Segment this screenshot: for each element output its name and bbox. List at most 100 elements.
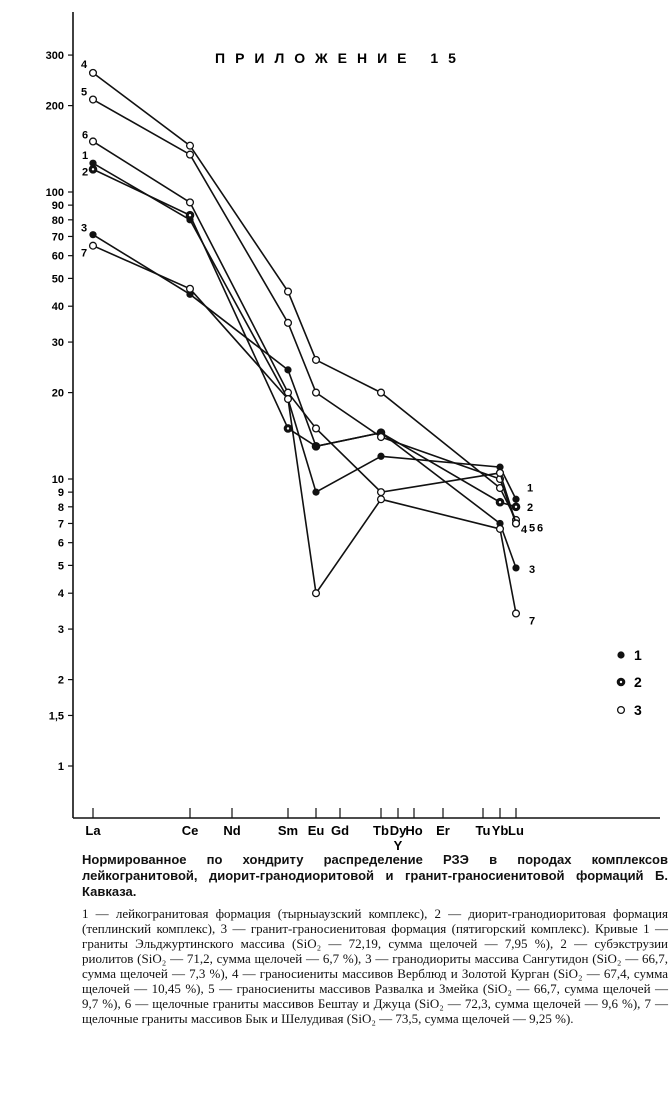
data-point — [311, 388, 321, 397]
x-tick-label: Er — [436, 823, 450, 838]
x-tick-label: Yb — [492, 823, 509, 838]
data-point — [88, 68, 98, 77]
x-tick-label: Y — [394, 838, 403, 850]
x-tick-label: Gd — [331, 823, 349, 838]
caption-title: Нормированное по хондриту распределение … — [82, 852, 668, 899]
data-point — [185, 198, 195, 207]
y-tick-label: 1 — [58, 761, 64, 773]
data-point — [186, 290, 194, 298]
data-point — [376, 433, 386, 442]
data-point — [311, 424, 321, 433]
data-point — [88, 95, 98, 104]
legend-label: 3 — [634, 702, 642, 718]
y-tick-label: 5 — [58, 560, 64, 572]
y-tick-label: 1,5 — [49, 710, 64, 722]
x-tick-label: Sm — [278, 823, 298, 838]
y-tick-label: 7 — [58, 518, 64, 530]
data-point-dot — [498, 501, 502, 504]
x-tick-label: Tb — [373, 823, 389, 838]
y-tick-label: 3 — [58, 624, 64, 636]
y-tick-label: 100 — [46, 187, 64, 199]
data-point-dot — [619, 680, 623, 684]
curve-end-label: 4 — [521, 524, 528, 536]
data-point — [312, 488, 320, 496]
data-point — [88, 137, 98, 146]
y-tick-label: 90 — [52, 200, 64, 212]
y-tick-label: 30 — [52, 337, 64, 349]
data-point — [511, 609, 521, 618]
curve-start-label: 7 — [81, 248, 87, 260]
y-tick-label: 300 — [46, 50, 64, 62]
data-point — [512, 495, 520, 503]
data-point — [616, 705, 626, 715]
data-point — [376, 495, 386, 504]
series-line-5 — [92, 98, 517, 524]
x-tick-label: Tu — [476, 823, 491, 838]
data-point — [185, 284, 195, 293]
curve-start-label: 5 — [81, 87, 87, 99]
data-point-dot — [188, 214, 192, 217]
curve-start-label: 1 — [82, 150, 88, 162]
y-tick-label: 4 — [58, 588, 65, 600]
y-tick-label: 6 — [58, 538, 64, 550]
data-point — [185, 150, 195, 159]
data-point — [495, 468, 505, 477]
data-point — [88, 241, 98, 250]
curve-start-label: 6 — [82, 129, 88, 141]
curve-end-label: 1 — [527, 482, 533, 494]
data-point — [311, 355, 321, 364]
data-point — [512, 564, 520, 572]
data-point — [376, 488, 386, 497]
data-point — [511, 519, 521, 528]
data-point-dot — [91, 168, 95, 171]
data-point — [495, 524, 505, 533]
data-point — [377, 452, 385, 460]
curve-end-label: 3 — [529, 564, 535, 576]
x-tick-label: Ho — [405, 823, 422, 838]
x-tick-label: Ce — [182, 823, 199, 838]
data-point — [283, 287, 293, 296]
data-point — [376, 388, 386, 397]
data-point-dot — [514, 505, 518, 509]
series-layer — [88, 68, 521, 618]
ree-chart: 11,523456789102030405060708090100200300L… — [46, 12, 660, 850]
curve-start-label: 3 — [81, 223, 87, 235]
y-tick-label: 9 — [58, 487, 64, 499]
y-tick-label: 10 — [52, 474, 64, 486]
series-line-7 — [92, 244, 517, 614]
data-point — [617, 651, 625, 659]
data-point — [185, 141, 195, 150]
curve-start-label: 2 — [82, 166, 88, 178]
y-tick-label: 200 — [46, 101, 64, 113]
y-tick-label: 20 — [52, 388, 64, 400]
curve-end-label: 2 — [527, 502, 533, 514]
legend-label: 1 — [634, 647, 642, 663]
data-point — [283, 394, 293, 404]
x-tick-label: Nd — [223, 823, 240, 838]
curve-end-label: 6 — [537, 522, 543, 534]
x-tick-label: Eu — [308, 823, 325, 838]
y-tick-label: 60 — [52, 251, 64, 263]
y-tick-label: 80 — [52, 215, 64, 227]
y-tick-label: 50 — [52, 273, 64, 285]
data-point — [89, 231, 97, 239]
x-tick-label: La — [85, 823, 101, 838]
y-tick-label: 40 — [52, 301, 64, 313]
data-point — [89, 159, 97, 167]
data-point-dot — [286, 427, 290, 430]
data-point — [311, 589, 321, 598]
curve-end-label: 7 — [529, 615, 535, 627]
y-tick-label: 70 — [52, 231, 64, 243]
curve-end-label: 5 — [529, 522, 535, 534]
data-point — [284, 366, 292, 374]
legend-label: 2 — [634, 674, 642, 690]
data-point — [312, 442, 320, 450]
chart-title: ПРИЛОЖЕНИЕ 15 — [215, 50, 466, 66]
data-point — [496, 463, 504, 471]
x-tick-label: Lu — [508, 823, 524, 838]
x-tick-label: Dy — [390, 823, 407, 838]
y-tick-label: 2 — [58, 675, 64, 687]
data-point — [283, 318, 293, 327]
caption-body: 1 — лейкогранитовая формация (тырныаузск… — [82, 906, 668, 1026]
